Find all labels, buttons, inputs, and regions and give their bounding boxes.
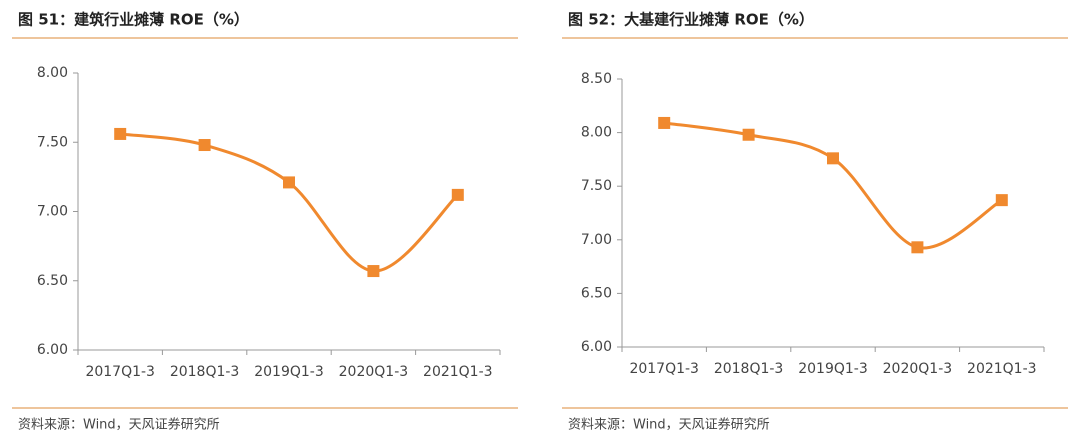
x-tick-label: 2018Q1-3	[170, 364, 240, 380]
y-tick-label: 7.00	[581, 232, 612, 248]
y-tick-label: 6.00	[37, 342, 68, 358]
x-tick-label: 2021Q1-3	[423, 364, 493, 380]
x-tick-label: 2021Q1-3	[967, 361, 1037, 377]
chart-title: 图 52：大基建行业摊薄 ROE（%）	[568, 11, 814, 29]
y-tick-label: 7.50	[581, 178, 612, 194]
series-line	[120, 132, 459, 273]
marker	[658, 116, 671, 129]
y-tick-label: 7.00	[37, 204, 68, 220]
marker	[742, 128, 755, 141]
marker	[367, 265, 380, 278]
marker	[911, 241, 924, 254]
x-tick-label: 2018Q1-3	[714, 361, 784, 377]
source: 资料来源：Wind，天风证券研究所	[568, 417, 770, 433]
x-tick-label: 2017Q1-3	[85, 364, 155, 380]
chart-title: 图 51：建筑行业摊薄 ROE（%）	[18, 11, 249, 29]
marker	[995, 194, 1008, 207]
marker	[198, 139, 211, 152]
marker	[283, 176, 295, 189]
x-tick-label: 2019Q1-3	[798, 361, 868, 377]
y-tick-label: 7.50	[37, 134, 68, 150]
x-tick-label: 2020Q1-3	[883, 361, 953, 377]
y-tick-label: 8.00	[581, 125, 612, 141]
marker	[827, 152, 839, 165]
y-tick-label: 6.50	[581, 285, 612, 301]
marker	[114, 127, 127, 140]
y-tick-label: 8.00	[37, 65, 68, 81]
source: 资料来源：Wind，天风证券研究所	[18, 417, 220, 433]
series-line	[663, 121, 1003, 250]
x-tick-label: 2017Q1-3	[629, 361, 699, 377]
y-tick-label: 8.50	[581, 71, 612, 87]
y-tick-label: 6.00	[581, 339, 612, 355]
marker	[451, 188, 464, 201]
x-tick-label: 2020Q1-3	[339, 364, 409, 380]
x-tick-label: 2019Q1-3	[254, 364, 324, 380]
y-tick-label: 6.50	[37, 273, 68, 289]
